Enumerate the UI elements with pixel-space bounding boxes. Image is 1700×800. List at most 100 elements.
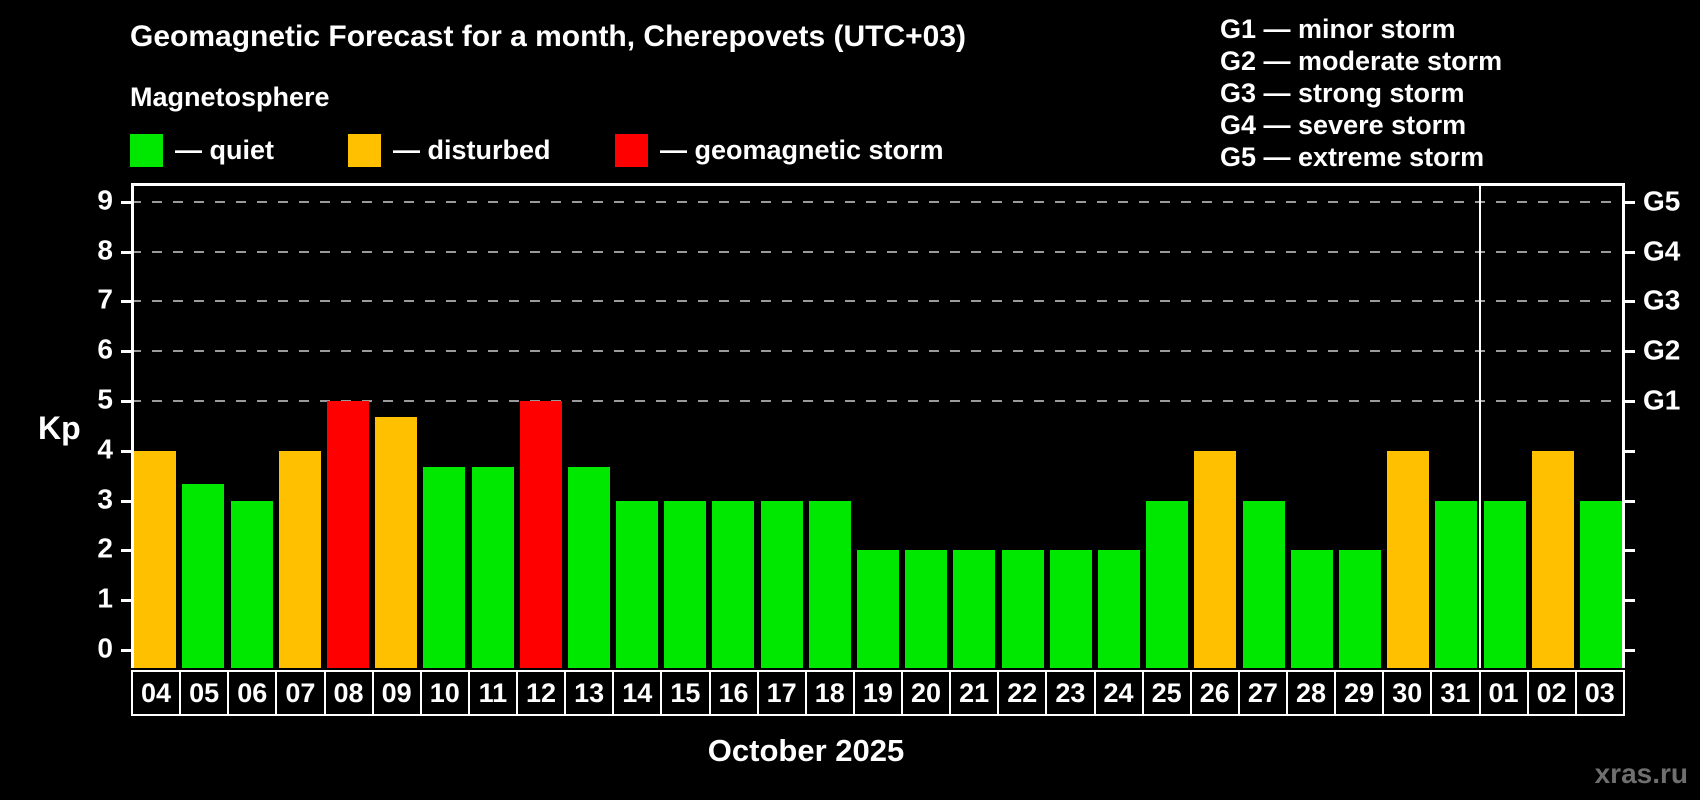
y-tick-right-0 [1625, 649, 1635, 652]
day-cell-18: 18 [804, 670, 855, 716]
x-axis-label: October 2025 [707, 733, 905, 768]
chart-title: Geomagnetic Forecast for a month, Cherep… [130, 20, 967, 53]
day-cell-01: 01 [1478, 670, 1529, 716]
g-axis-label-G5: G5 [1643, 185, 1681, 217]
bar-day-17 [760, 500, 803, 668]
y-tick-right-5 [1625, 400, 1635, 403]
bar-day-09 [375, 417, 418, 668]
legend-item-label: — geomagnetic storm [660, 134, 944, 165]
g-legend-line: G1 — minor storm [1220, 14, 1456, 44]
y-tick-left-0 [121, 649, 131, 652]
bar-day-25 [1146, 500, 1189, 668]
day-cell-23: 23 [1045, 670, 1096, 716]
bar-day-01 [1483, 500, 1526, 668]
day-cell-29: 29 [1334, 670, 1385, 716]
bar-day-20 [905, 550, 948, 668]
g-axis-label-G3: G3 [1643, 284, 1681, 316]
g-legend-line: G5 — extreme storm [1220, 142, 1485, 172]
magnetosphere-label: Magnetosphere [130, 82, 330, 112]
y-tick-left-1 [121, 599, 131, 603]
month-separator-line [1479, 183, 1482, 668]
bar-day-03 [1579, 500, 1622, 668]
bar-day-08 [326, 401, 369, 668]
day-cell-13: 13 [564, 670, 615, 716]
y-tick-label-6: 6 [97, 333, 113, 365]
day-cell-17: 17 [756, 670, 807, 716]
bar-day-31 [1435, 500, 1478, 668]
bar-day-02 [1531, 450, 1574, 668]
y-tick-label-5: 5 [97, 383, 113, 415]
plot-border-left [131, 183, 134, 668]
bar-day-12 [519, 401, 562, 668]
day-cell-30: 30 [1382, 670, 1433, 716]
y-tick-label-3: 3 [97, 483, 113, 515]
day-cell-19: 19 [852, 670, 903, 716]
legend-item-quiet: — quiet [130, 133, 274, 167]
day-cell-16: 16 [708, 670, 759, 716]
y-tick-label-4: 4 [97, 433, 113, 465]
day-cell-04: 04 [131, 670, 182, 716]
gridline-kp-8 [131, 250, 1625, 253]
y-tick-left-6 [121, 350, 131, 354]
legend-item-storm: — geomagnetic storm [615, 133, 944, 167]
y-tick-left-7 [121, 300, 131, 304]
g-axis-label-G4: G4 [1643, 234, 1681, 266]
day-cell-07: 07 [275, 670, 326, 716]
y-tick-right-9 [1625, 200, 1635, 204]
bar-day-15 [664, 500, 707, 668]
y-tick-right-1 [1625, 599, 1635, 603]
y-tick-left-4 [121, 449, 131, 453]
bar-day-13 [567, 467, 610, 668]
bar-day-19 [857, 550, 899, 668]
y-tick-left-5 [121, 400, 131, 403]
y-tick-right-7 [1625, 300, 1635, 304]
legend-item-disturbed: — disturbed [348, 133, 551, 167]
y-tick-right-2 [1625, 549, 1635, 553]
y-tick-label-2: 2 [97, 533, 113, 565]
y-tick-left-2 [121, 549, 131, 553]
bar-day-29 [1338, 550, 1381, 668]
plot-border-top [131, 183, 1625, 186]
y-tick-right-8 [1625, 250, 1635, 254]
bar-day-06 [230, 500, 273, 668]
bar-day-14 [616, 500, 658, 668]
day-cell-25: 25 [1141, 670, 1192, 716]
day-cell-15: 15 [660, 670, 711, 716]
day-cell-27: 27 [1237, 670, 1288, 716]
legend-item-label: — quiet [175, 134, 274, 165]
gridline-kp-9 [131, 200, 1625, 203]
day-cell-05: 05 [179, 670, 230, 716]
day-cell-06: 06 [227, 670, 278, 716]
bar-day-18 [808, 500, 851, 668]
plot-area [131, 183, 1625, 668]
day-cell-24: 24 [1093, 670, 1144, 716]
bar-day-21 [953, 550, 996, 668]
bar-day-11 [471, 467, 514, 668]
disturbed-swatch-icon [348, 133, 381, 167]
storm-swatch-icon [615, 133, 648, 167]
y-tick-left-9 [121, 200, 131, 204]
day-cell-22: 22 [997, 670, 1048, 716]
bar-day-16 [712, 500, 755, 668]
day-cell-20: 20 [901, 670, 952, 716]
y-tick-left-8 [121, 250, 131, 254]
watermark: xras.ru [1594, 758, 1688, 789]
g-scale-legend: G1 — minor storm G2 — moderate storm G3 — … [1220, 13, 1502, 173]
gridline-kp-6 [131, 350, 1625, 353]
y-tick-label-1: 1 [97, 582, 113, 614]
y-tick-label-0: 0 [97, 632, 113, 664]
g-legend-line: G4 — severe storm [1220, 110, 1467, 140]
plot-border-right [1622, 183, 1625, 668]
day-cell-09: 09 [371, 670, 422, 716]
day-cell-10: 10 [419, 670, 470, 716]
gridline-kp-5 [131, 400, 1625, 402]
bar-day-04 [134, 450, 177, 668]
day-cell-26: 26 [1189, 670, 1240, 716]
y-tick-right-3 [1625, 499, 1635, 503]
bar-day-22 [1001, 550, 1044, 668]
quiet-swatch-icon [130, 133, 163, 167]
y-tick-right-4 [1625, 449, 1635, 453]
day-cell-03: 03 [1574, 670, 1625, 716]
bar-day-28 [1290, 550, 1333, 668]
day-cell-12: 12 [516, 670, 567, 716]
